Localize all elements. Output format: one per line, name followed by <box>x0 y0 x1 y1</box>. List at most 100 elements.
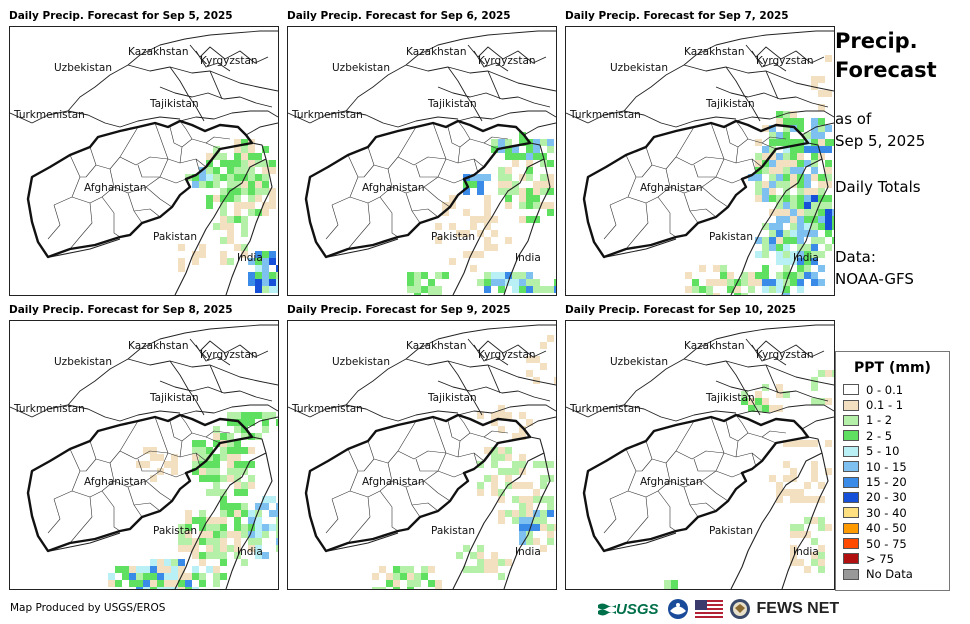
precip-cell <box>526 153 533 160</box>
country-boundary <box>67 324 278 406</box>
precip-cell <box>554 524 556 531</box>
precip-cell <box>498 426 505 433</box>
country-boundary <box>31 404 181 422</box>
precip-cell <box>818 195 825 202</box>
precip-cell <box>540 160 547 167</box>
precip-layer <box>178 139 278 293</box>
precip-cell <box>783 293 790 295</box>
precip-cell <box>234 510 241 517</box>
precip-cell <box>540 545 547 552</box>
precip-cell <box>769 279 776 286</box>
precip-cell <box>811 475 818 482</box>
precip-cell <box>185 517 192 524</box>
precip-cell <box>407 279 414 286</box>
province-boundary <box>133 208 161 218</box>
country-boundary <box>605 436 823 589</box>
precip-cell <box>484 447 491 454</box>
precip-cell <box>269 524 276 531</box>
precip-cell <box>248 461 255 468</box>
precip-cell <box>150 475 157 482</box>
precip-cell <box>797 188 804 195</box>
precip-cell <box>519 538 526 545</box>
precip-cell <box>498 412 505 419</box>
province-boundary <box>53 154 81 206</box>
precip-cell <box>241 223 248 230</box>
country-boundary <box>309 110 459 128</box>
precip-cell <box>213 468 220 475</box>
legend-item: No Data <box>836 567 949 582</box>
legend-label: 2 - 5 <box>866 428 893 443</box>
precip-cell <box>393 580 400 587</box>
precip-cell <box>234 503 241 510</box>
precip-cell <box>825 181 832 188</box>
precip-cell <box>248 538 255 545</box>
province-boundary <box>119 156 169 166</box>
precip-cell <box>213 489 220 496</box>
country-label-turkmenistan: Turkmenistan <box>291 403 363 415</box>
precip-cell <box>463 230 470 237</box>
precip-cell <box>825 202 832 209</box>
precip-cell <box>776 160 783 167</box>
precip-cell <box>505 202 512 209</box>
province-boundary <box>358 164 375 178</box>
precip-cell <box>526 531 533 538</box>
precip-cell <box>129 566 136 573</box>
precip-cell <box>206 566 213 573</box>
country-boundary <box>10 112 33 124</box>
precip-cell <box>783 146 790 153</box>
precip-cell <box>227 503 234 510</box>
precip-cell <box>255 552 262 559</box>
precip-cell <box>220 188 227 195</box>
province-boundary <box>609 448 637 500</box>
precip-cell <box>255 538 262 545</box>
precip-cell <box>526 167 533 174</box>
precip-cell <box>734 293 741 295</box>
precip-cell <box>213 174 220 181</box>
precip-cell <box>526 503 533 510</box>
precip-cell <box>262 258 269 265</box>
precip-cell <box>199 454 206 461</box>
precip-cell <box>818 188 825 195</box>
precip-cell <box>199 538 206 545</box>
precip-cell <box>241 160 248 167</box>
precip-cell <box>526 510 533 517</box>
country-label-uzbekistan: Uzbekistan <box>332 356 390 368</box>
province-boundary <box>349 480 393 498</box>
precip-cell <box>825 468 832 475</box>
precip-cell <box>825 230 832 237</box>
precip-cell <box>540 363 547 370</box>
precip-cell <box>519 272 526 279</box>
precip-cell <box>213 153 220 160</box>
precip-cell <box>484 559 491 566</box>
precip-cell <box>818 566 825 573</box>
precip-cell <box>414 286 421 293</box>
precip-cell <box>818 216 825 223</box>
precip-cell <box>498 454 505 461</box>
precip-cell <box>727 286 734 293</box>
precip-cell <box>790 559 797 566</box>
precip-cell <box>755 139 762 146</box>
precip-cell <box>227 468 234 475</box>
precip-cell <box>477 566 484 573</box>
precip-cell <box>372 573 379 580</box>
precip-cell <box>776 202 783 209</box>
precip-cell <box>220 489 227 496</box>
precip-cell <box>505 482 512 489</box>
precip-cell <box>540 524 547 531</box>
precip-cell <box>526 538 533 545</box>
precip-cell <box>220 454 227 461</box>
precip-cell <box>157 559 164 566</box>
precip-cell <box>248 167 255 174</box>
precip-cell <box>783 160 790 167</box>
precip-cell <box>825 440 832 447</box>
precip-cell <box>206 531 213 538</box>
precip-cell <box>143 461 150 468</box>
precip-cell <box>470 223 477 230</box>
precip-cell <box>797 125 804 132</box>
precip-cell <box>783 258 790 265</box>
precip-cell <box>706 293 713 295</box>
precip-cell <box>442 209 449 216</box>
precip-cell <box>547 139 554 146</box>
precip-cell <box>241 433 248 440</box>
precip-cell <box>498 496 505 503</box>
